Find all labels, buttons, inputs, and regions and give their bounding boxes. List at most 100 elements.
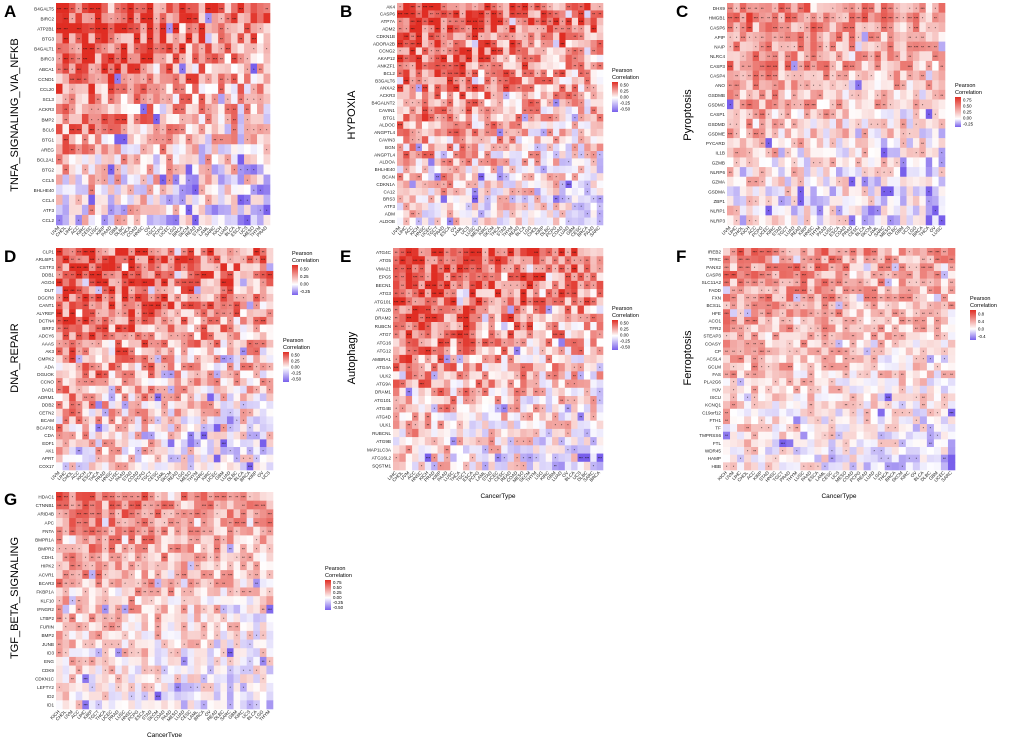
heatmap-cell	[459, 54, 466, 63]
heatmap-cell	[428, 99, 435, 107]
heatmap-cell	[133, 43, 141, 54]
significance-mark: *	[162, 98, 164, 102]
heatmap-cell	[148, 408, 155, 417]
heatmap-cell	[919, 109, 927, 120]
heatmap-cell	[211, 184, 219, 196]
heatmap-cell	[75, 73, 83, 85]
heatmap-cell	[503, 180, 510, 189]
heatmap-cell	[101, 33, 109, 44]
heatmap-cell	[478, 151, 485, 159]
gene-label: GSDMB	[708, 93, 725, 98]
cancer-label: UVM	[50, 225, 61, 236]
heatmap-cell	[81, 73, 89, 85]
heatmap-cell	[224, 43, 232, 54]
heatmap-cell	[231, 83, 238, 95]
heatmap-cell	[434, 32, 441, 41]
heatmap-cell	[218, 103, 225, 115]
significance-mark: ***	[77, 27, 82, 31]
heatmap-cell	[528, 180, 535, 189]
heatmap-cell	[220, 408, 228, 417]
heatmap-cell	[240, 316, 247, 325]
heatmap-cell	[95, 385, 103, 394]
heatmap-cell	[102, 431, 109, 440]
heatmap-cell	[250, 134, 258, 145]
heatmap-cell	[240, 324, 247, 333]
heatmap-cell	[803, 118, 811, 129]
heatmap-cell	[101, 13, 109, 24]
heatmap-cell	[503, 202, 510, 211]
heatmap-cell	[900, 60, 907, 71]
heatmap-cell	[434, 10, 441, 19]
heatmap-cell	[540, 69, 548, 78]
significance-mark: *	[117, 219, 119, 223]
heatmap-cell	[133, 144, 141, 155]
heatmap-cell	[540, 121, 548, 130]
heatmap-cell	[231, 103, 238, 115]
significance-mark: **	[116, 48, 119, 52]
significance-mark: *	[169, 27, 171, 31]
heatmap-cell	[727, 109, 734, 120]
significance-mark: ***	[876, 103, 881, 107]
significance-mark: ***	[492, 50, 497, 54]
cancer-label: KIRP	[95, 225, 106, 236]
heatmap-cell	[397, 136, 404, 144]
heatmap-cell	[528, 128, 535, 137]
significance-mark: *	[412, 87, 414, 91]
heatmap-cell	[938, 109, 946, 120]
heatmap-cell	[471, 202, 479, 211]
heatmap-cell	[810, 89, 818, 100]
significance-mark: ***	[143, 319, 148, 323]
heatmap-cell	[179, 144, 186, 155]
heatmap-cell	[121, 316, 129, 325]
heatmap-cell	[115, 248, 123, 256]
heatmap-cell	[220, 378, 228, 387]
heatmap-cell	[231, 214, 238, 226]
heatmap-cell	[528, 121, 535, 130]
significance-mark: ***	[135, 38, 140, 42]
heatmap-cell	[515, 180, 523, 189]
heatmap-cell	[250, 63, 258, 74]
heatmap-cell	[211, 23, 219, 34]
heatmap-cell	[153, 204, 161, 216]
heatmap-cell	[133, 154, 141, 165]
heatmap-cell	[816, 138, 824, 149]
heatmap-cell	[259, 408, 267, 417]
heatmap-cell	[842, 157, 850, 168]
heatmap-cell	[521, 128, 529, 137]
significance-mark: **	[436, 35, 439, 39]
heatmap-cell	[409, 121, 417, 130]
heatmap-cell	[166, 73, 174, 85]
heatmap-cell	[257, 53, 264, 64]
heatmap-cell	[848, 70, 856, 81]
heatmap-cell	[746, 138, 753, 149]
heatmap-cell	[153, 3, 161, 14]
significance-mark: **	[213, 138, 216, 142]
heatmap-cell	[453, 3, 460, 11]
heatmap-cell	[823, 51, 830, 62]
significance-mark: **	[574, 65, 577, 69]
heatmap-cell	[107, 3, 115, 14]
heatmap-cell	[266, 324, 274, 333]
significance-mark: *	[543, 42, 545, 46]
significance-mark: *	[227, 27, 229, 31]
heatmap-cell	[114, 154, 122, 165]
heatmap-cell	[56, 93, 63, 105]
heatmap-cell	[496, 47, 504, 56]
significance-mark: ***	[579, 13, 584, 17]
heatmap-cell	[213, 401, 221, 410]
significance-mark: ***	[844, 65, 849, 69]
significance-mark: **	[123, 88, 126, 92]
significance-mark: ***	[454, 65, 459, 69]
heatmap-cell	[816, 70, 824, 81]
heatmap-cell	[121, 286, 129, 295]
heatmap-cell	[509, 10, 516, 19]
heatmap-cell	[565, 202, 573, 211]
heatmap-cell	[224, 114, 232, 125]
heatmap-cell	[185, 43, 193, 54]
heatmap-cell	[471, 173, 479, 181]
heatmap-cell	[198, 93, 206, 105]
significance-mark: *	[91, 118, 93, 122]
heatmap-cell	[253, 332, 261, 341]
heatmap-cell	[932, 138, 939, 149]
heatmap-cell	[739, 215, 747, 226]
